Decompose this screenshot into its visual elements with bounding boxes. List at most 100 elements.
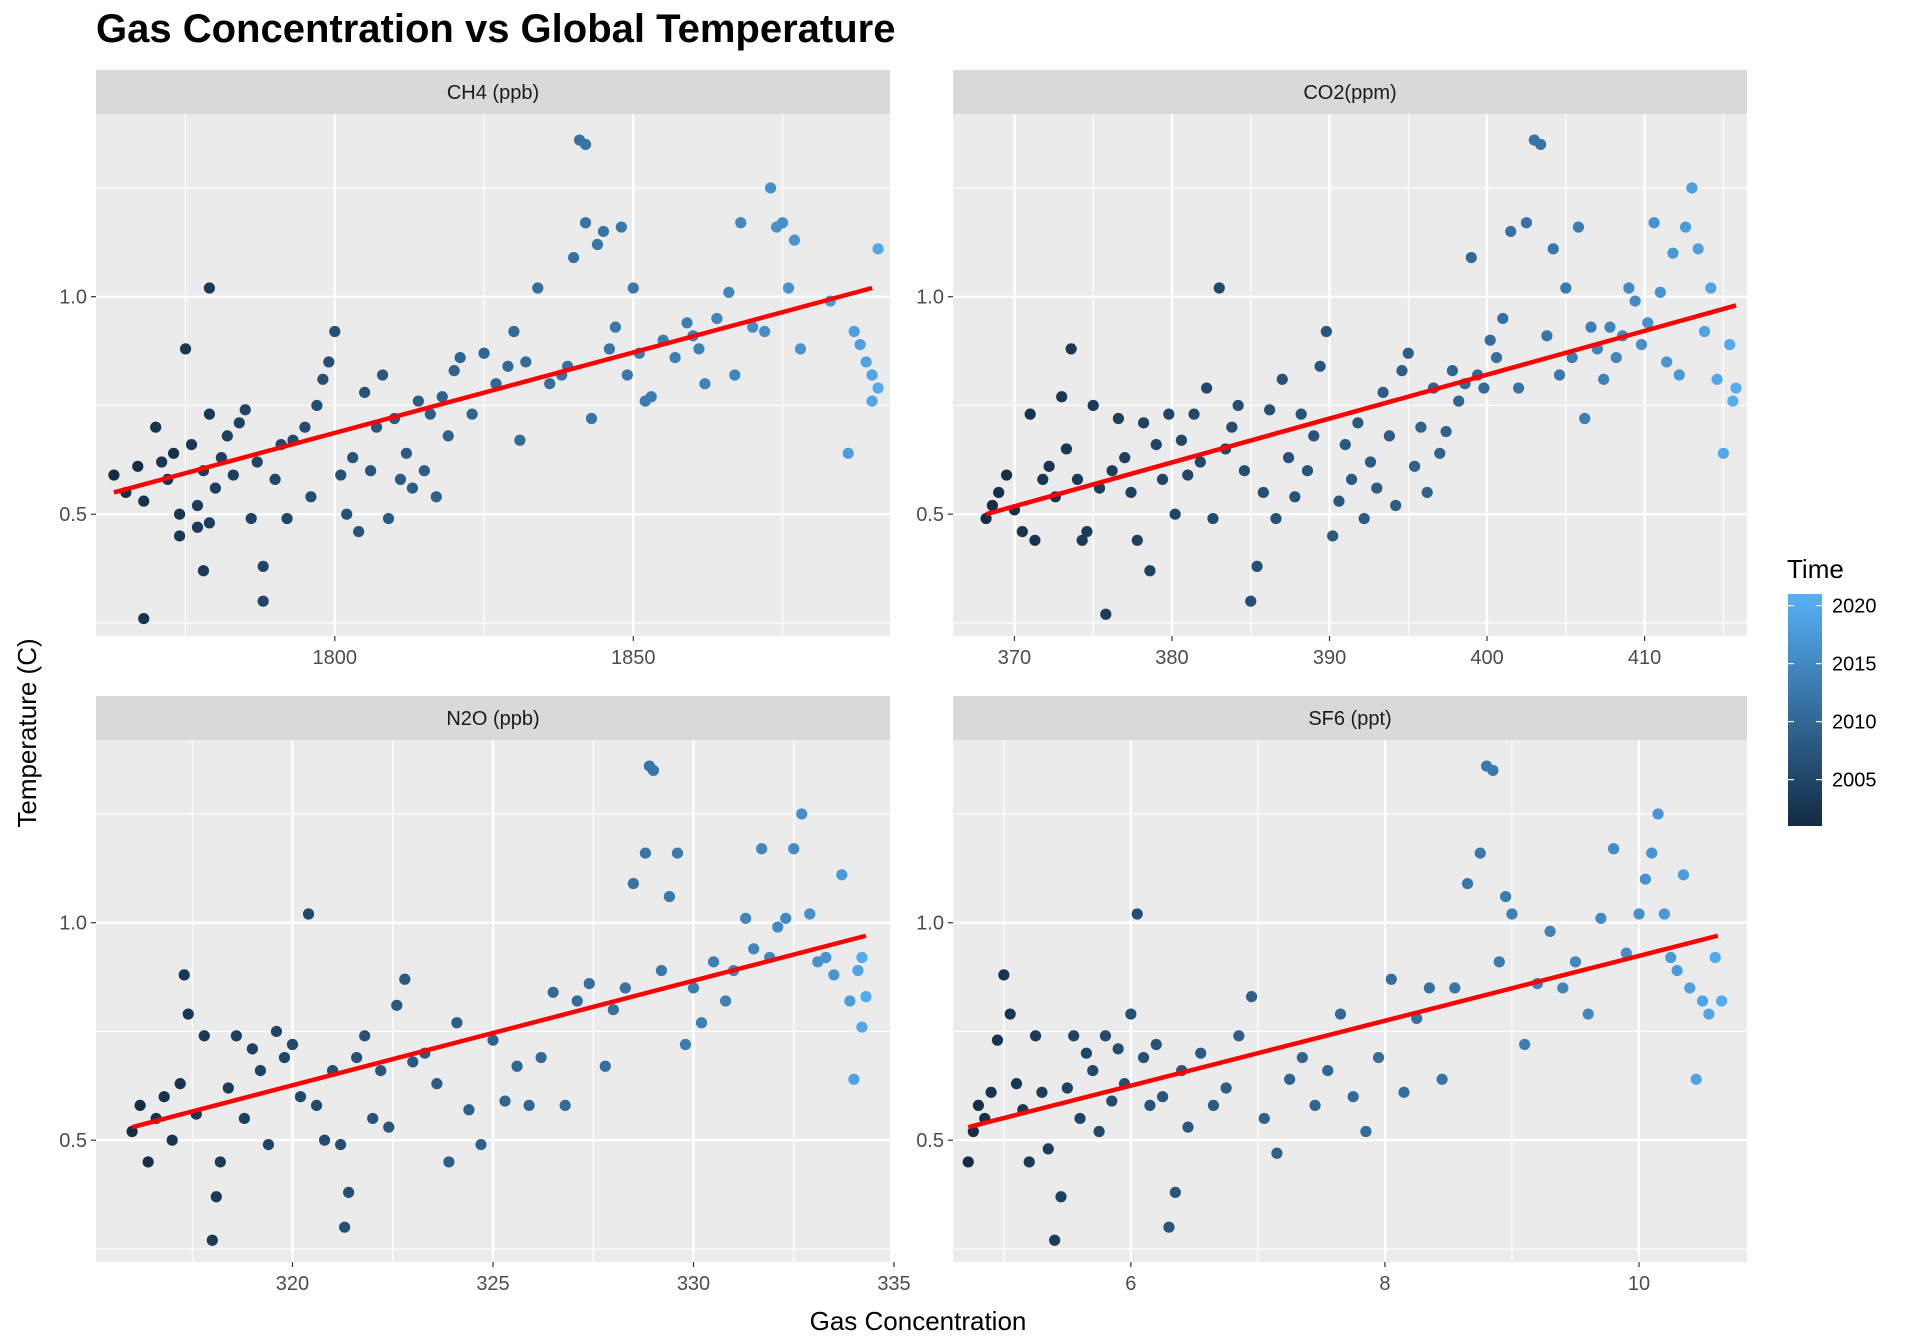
data-point <box>639 847 651 859</box>
data-point <box>329 325 341 338</box>
data-point <box>1519 1038 1531 1051</box>
data-point <box>1023 1156 1035 1168</box>
data-point <box>463 1104 475 1116</box>
data-point <box>1421 486 1433 499</box>
data-point <box>780 912 792 924</box>
data-point <box>772 921 784 933</box>
data-point <box>1635 338 1648 351</box>
data-point <box>269 473 281 485</box>
data-point <box>836 869 848 881</box>
data-point <box>1119 452 1131 464</box>
data-point <box>1423 982 1435 994</box>
legend-colorbar <box>1788 594 1822 826</box>
data-point <box>866 395 878 407</box>
data-point <box>1727 395 1739 407</box>
data-point <box>203 517 216 529</box>
data-point <box>1010 1078 1023 1090</box>
data-point <box>302 908 315 920</box>
data-point <box>353 526 365 538</box>
data-point <box>1717 447 1729 459</box>
facet-panel: N2O (ppb) 0.5 1.0 320 325 330 335 <box>59 696 911 1295</box>
data-point <box>1131 908 1143 920</box>
data-point <box>335 1138 347 1151</box>
data-point <box>1087 1065 1099 1077</box>
data-point <box>1642 317 1654 329</box>
data-point <box>1398 1086 1410 1098</box>
data-point <box>1238 465 1251 477</box>
data-point <box>567 251 580 264</box>
data-point <box>647 764 660 777</box>
data-point <box>711 312 723 325</box>
data-point <box>1560 282 1572 294</box>
data-point <box>1074 1112 1086 1125</box>
data-point <box>197 565 210 577</box>
data-point <box>150 421 162 433</box>
data-point <box>1633 908 1645 920</box>
data-point <box>1449 982 1461 994</box>
y-tick-label: 0.5 <box>59 504 87 526</box>
data-point <box>431 1078 443 1090</box>
data-point <box>828 969 840 981</box>
data-point <box>1679 221 1692 233</box>
data-point <box>1396 365 1408 377</box>
data-point <box>466 408 478 420</box>
data-point <box>343 1186 355 1198</box>
data-point <box>478 347 490 359</box>
data-point <box>1505 225 1517 238</box>
data-point <box>765 182 777 194</box>
data-point <box>1385 973 1397 985</box>
data-point <box>1194 456 1206 468</box>
data-point <box>281 512 293 525</box>
data-point <box>1207 1099 1220 1111</box>
data-point <box>138 613 150 625</box>
data-point <box>1715 995 1728 1007</box>
data-point <box>1320 325 1332 338</box>
data-point <box>986 499 998 512</box>
data-point <box>1544 925 1556 938</box>
data-point <box>866 369 878 381</box>
data-point <box>1667 247 1679 259</box>
data-point <box>1182 469 1194 481</box>
data-point <box>559 1099 571 1111</box>
data-point <box>1360 1125 1372 1138</box>
data-point <box>257 560 269 573</box>
data-point <box>508 325 520 338</box>
data-point <box>1709 951 1721 964</box>
legend-tick-label: 2010 <box>1832 712 1877 734</box>
data-point <box>856 951 868 964</box>
data-point <box>1061 1082 1073 1094</box>
data-point <box>591 238 604 251</box>
data-point <box>1553 369 1566 381</box>
y-tick-label: 0.5 <box>59 1130 87 1152</box>
data-point <box>1436 1073 1448 1085</box>
data-point <box>1372 1051 1385 1064</box>
data-point <box>1658 908 1671 920</box>
data-point <box>1579 412 1591 425</box>
data-point <box>1163 408 1175 420</box>
chart-title: Gas Concentration vs Global Temperature <box>96 7 895 51</box>
data-point <box>1042 1143 1054 1155</box>
data-point <box>788 234 801 246</box>
data-point <box>191 499 204 512</box>
data-point <box>621 369 633 381</box>
data-point <box>168 447 180 459</box>
data-point <box>430 491 442 503</box>
x-tick-label: 1850 <box>611 647 656 669</box>
data-point <box>1029 534 1041 546</box>
data-point <box>1232 399 1244 412</box>
data-point <box>1029 1030 1042 1042</box>
data-point <box>138 495 150 507</box>
data-point <box>619 982 631 994</box>
data-point <box>759 325 771 338</box>
data-point <box>1087 399 1099 412</box>
data-point <box>1711 373 1723 385</box>
data-point <box>179 343 192 355</box>
facet-panel: CH4 (ppb) 0.5 1.0 1800 1850 <box>59 70 890 669</box>
data-point <box>394 473 407 485</box>
y-tick-label: 1.0 <box>59 913 87 935</box>
data-point <box>679 1038 692 1051</box>
data-point <box>238 1112 250 1125</box>
y-axis-title: Temperature (C) <box>12 638 42 827</box>
data-point <box>221 430 233 442</box>
x-axis-title: Gas Concentration <box>810 1306 1027 1336</box>
